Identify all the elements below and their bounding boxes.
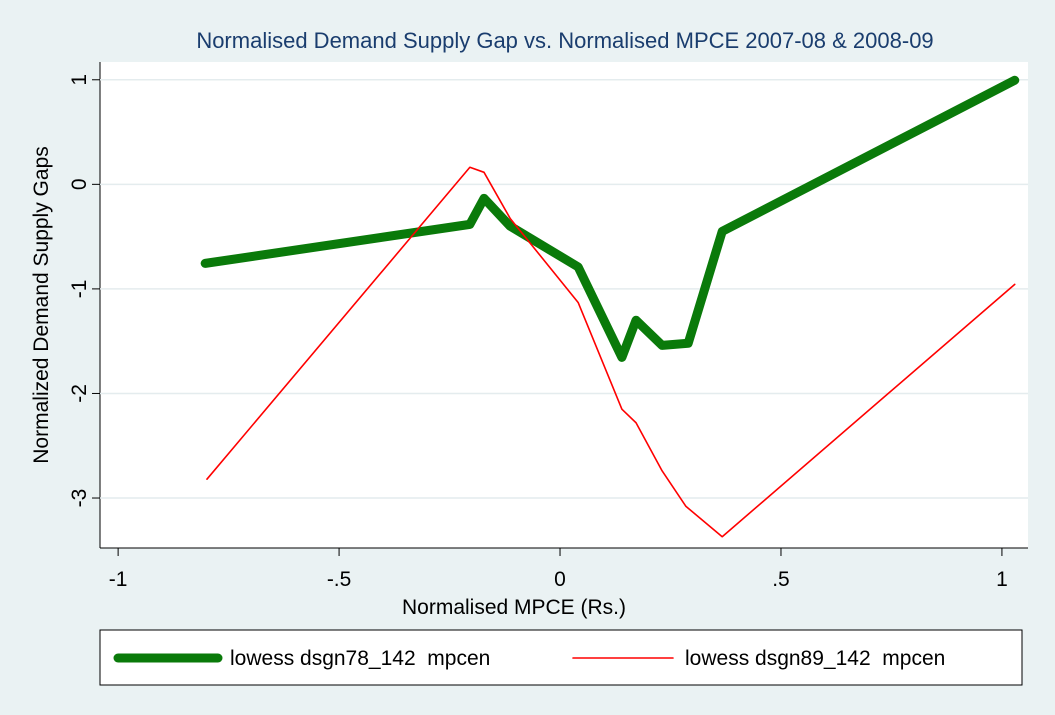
x-tick-label: 1 (996, 568, 1008, 591)
y-tick-label: -3 (68, 489, 91, 508)
y-tick-label: -2 (68, 384, 91, 403)
y-tick-label: 0 (68, 178, 91, 190)
y-tick-label: 1 (68, 74, 91, 86)
legend-label: lowess dsgn78_142 mpcen (230, 647, 490, 670)
series-line (206, 166, 1016, 538)
x-tick-label: 0 (554, 568, 566, 591)
legend-label: lowess dsgn89_142 mpcen (685, 647, 945, 670)
plot-area (100, 62, 1028, 548)
x-tick-label: .5 (772, 568, 790, 591)
y-tick-label: -1 (68, 280, 91, 299)
x-tick-label: -1 (109, 568, 128, 591)
x-axis-title: Normalised MPCE (Rs.) (402, 596, 626, 619)
series-line (200, 75, 1020, 362)
legend (99, 629, 1023, 686)
y-axis-title: Normalized Demand Supply Gaps (30, 146, 53, 463)
x-tick-label: -.5 (327, 568, 352, 591)
chart-title: Normalised Demand Supply Gap vs. Normali… (196, 28, 933, 53)
